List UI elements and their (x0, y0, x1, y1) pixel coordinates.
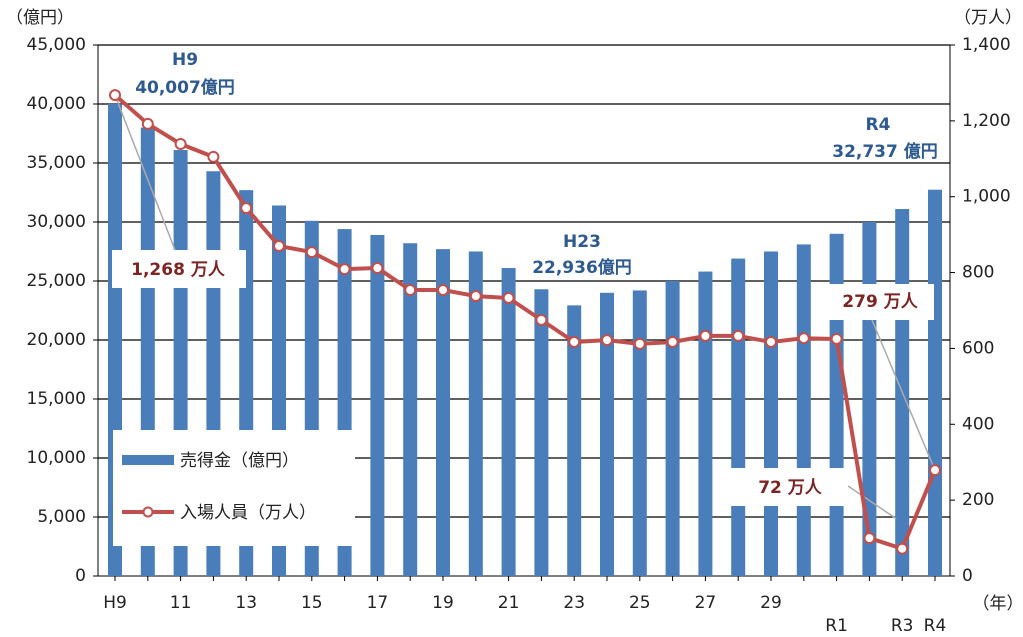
line-marker (765, 335, 777, 348)
line-marker (732, 329, 745, 342)
y-tick-label: 10,000 (27, 448, 86, 468)
y-tick-label: 0 (75, 566, 86, 586)
bar (403, 243, 418, 577)
line-marker (666, 335, 679, 348)
annotation: 1,268 万人 (131, 260, 226, 280)
leader-line (871, 319, 936, 471)
line-marker (338, 263, 351, 276)
bar (698, 271, 713, 576)
y2-tick-label: 1,000 (962, 187, 1011, 207)
bar (731, 258, 746, 576)
x-tick-label: 27 (695, 593, 717, 613)
x-axis-label: （年） (973, 594, 1023, 614)
annotation: 22,936億円 (532, 257, 632, 278)
y-tick-label: 35,000 (27, 153, 86, 173)
line-marker (830, 332, 843, 345)
bar (567, 305, 582, 576)
line-marker (141, 117, 154, 130)
line-marker (699, 329, 712, 342)
line-marker (633, 337, 646, 350)
legend-swatch (122, 455, 174, 465)
annotation: 32,737 億円 (832, 141, 938, 162)
x-tick-label: 21 (498, 593, 520, 613)
y2-tick-label: 200 (962, 490, 994, 510)
line-marker (109, 89, 121, 102)
bar (436, 249, 450, 576)
line-marker (240, 202, 253, 215)
bar (501, 268, 516, 576)
y-tick-label: 15,000 (27, 389, 86, 409)
bar (862, 222, 877, 576)
y2-tick-label: 1,200 (962, 111, 1011, 131)
x-tick-label: R4 (924, 616, 947, 636)
y-tick-label: 20,000 (27, 330, 86, 350)
y2-tick-label: 0 (962, 566, 973, 586)
annotation: H9 (172, 50, 198, 70)
annotation: 72 万人 (758, 478, 823, 498)
y-axis-label: （億円） (6, 8, 74, 28)
y2-axis-label: （万人） (954, 8, 1022, 28)
legend-box (113, 430, 355, 546)
y2-tick-label: 1,400 (962, 35, 1011, 55)
line-marker (371, 262, 384, 275)
line-marker (273, 240, 285, 253)
y2-tick-label: 800 (962, 263, 994, 283)
x-tick-label: 23 (563, 593, 585, 613)
bar (600, 292, 614, 576)
bar (370, 234, 385, 577)
leader-line (114, 94, 176, 251)
y-tick-label: 25,000 (27, 271, 86, 291)
legend-swatch (142, 506, 154, 518)
line-marker (502, 291, 515, 304)
x-tick-label: R3 (891, 616, 914, 636)
y2-tick-label: 600 (962, 338, 994, 358)
bar (928, 189, 942, 576)
leader-line (847, 485, 897, 520)
line-marker (535, 313, 548, 326)
bar (665, 281, 680, 576)
annotation: 40,007億円 (135, 77, 235, 98)
x-tick-label: 17 (367, 593, 389, 613)
line-marker (174, 137, 187, 150)
line-marker (404, 284, 417, 297)
bar (632, 290, 647, 576)
line-marker (863, 532, 876, 545)
x-tick-label: 29 (760, 593, 782, 613)
line-marker (469, 290, 482, 303)
y-tick-label: 45,000 (27, 35, 86, 55)
y-tick-label: 40,000 (27, 94, 86, 114)
bar (534, 289, 549, 576)
y-tick-label: 5,000 (37, 507, 86, 527)
bar (468, 251, 483, 576)
x-tick-label: 13 (235, 593, 257, 613)
line-marker (207, 150, 220, 163)
line-marker (896, 542, 909, 555)
annotation-box (720, 468, 848, 506)
y-tick-label: 30,000 (27, 212, 86, 232)
line-marker (568, 335, 581, 348)
x-tick-label: R1 (825, 616, 848, 636)
annotation-box (828, 284, 934, 320)
legend-label: 入場人員（万人） (180, 503, 316, 523)
x-tick-label: 25 (629, 593, 651, 613)
annotation: H23 (563, 232, 601, 252)
line-marker (601, 334, 613, 347)
line-marker (437, 284, 449, 297)
annotation: R4 (866, 115, 891, 135)
x-tick-label: 15 (301, 593, 323, 613)
line-marker (797, 332, 810, 345)
annotation: 279 万人 (842, 292, 918, 312)
annotation-box (112, 250, 246, 288)
line-marker (929, 464, 941, 477)
x-tick-label: 19 (432, 593, 454, 613)
bar (796, 244, 811, 577)
legend-label: 売得金（億円） (180, 451, 299, 471)
x-tick-label: 11 (170, 593, 192, 613)
x-tick-label: H9 (103, 593, 127, 613)
y2-tick-label: 400 (962, 414, 994, 434)
bar (764, 251, 778, 576)
line-marker (305, 246, 318, 259)
